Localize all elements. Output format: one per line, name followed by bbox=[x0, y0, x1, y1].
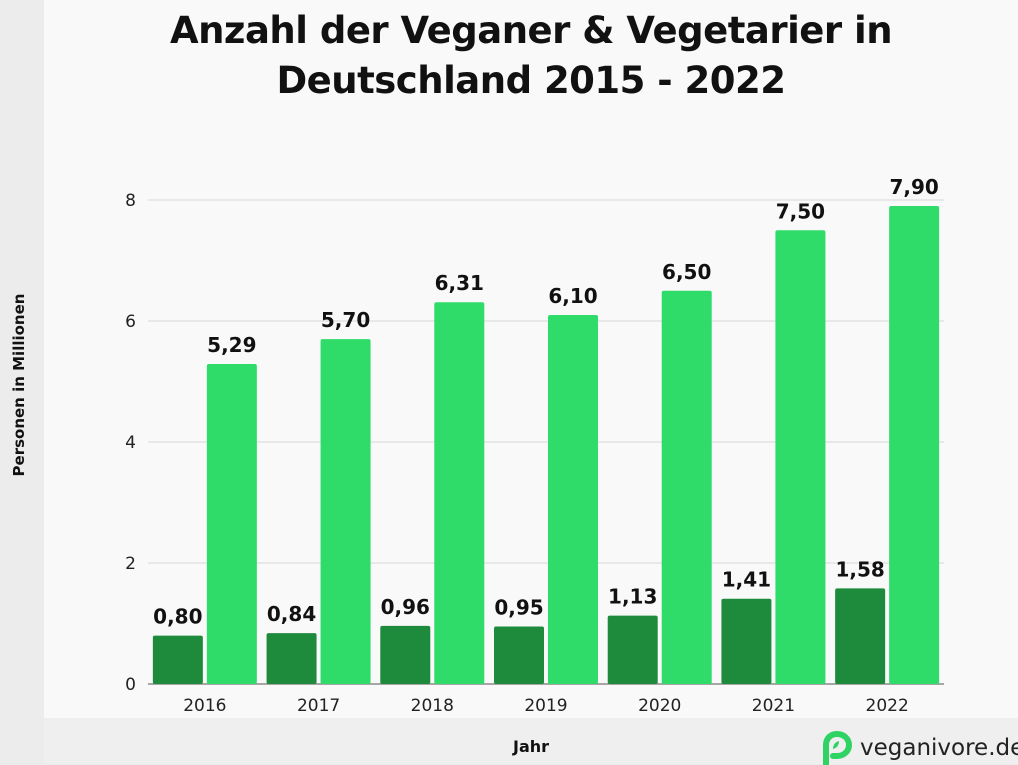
x-tick-label-2018: 2018 bbox=[411, 696, 454, 716]
data-labels: 0,80 5,29 0,84 5,70 0,96 6,31 0,95 6,10 1,13 6,50… bbox=[153, 175, 939, 629]
bar-s1-2022 bbox=[889, 206, 940, 685]
brand-name: veganivore.de bbox=[860, 735, 1018, 761]
bar-s0-2019 bbox=[494, 626, 544, 684]
bar-s0-2022 bbox=[835, 588, 886, 684]
y-tick-label-8: 8 bbox=[125, 191, 136, 211]
bar-s1-2017 bbox=[320, 339, 371, 684]
data-label-s1-2021: 7,50 bbox=[776, 199, 825, 223]
x-tick-label-2017: 2017 bbox=[297, 696, 340, 716]
data-label-s0-2020: 1,13 bbox=[608, 585, 657, 609]
data-label-s0-2021: 1,41 bbox=[722, 568, 771, 592]
data-label-s1-2022: 7,90 bbox=[889, 175, 938, 199]
x-tick-label-2016: 2016 bbox=[183, 696, 226, 716]
bar-s0-2021 bbox=[721, 598, 772, 684]
footer-band bbox=[44, 718, 1018, 764]
chart-title: Anzahl der Veganer & Vegetarier in Deuts… bbox=[44, 6, 1018, 106]
data-label-s0-2019: 0,95 bbox=[494, 596, 543, 620]
bar-s1-2020 bbox=[661, 290, 712, 684]
chart-title-line-2: Deutschland 2015 - 2022 bbox=[276, 59, 786, 102]
x-axis-label: Jahr bbox=[512, 737, 549, 756]
data-label-s1-2016: 5,29 bbox=[207, 333, 256, 357]
bar-s0-2016 bbox=[152, 635, 203, 684]
y-tick-label-2: 2 bbox=[125, 554, 136, 574]
data-label-s1-2019: 6,10 bbox=[548, 284, 597, 308]
x-tick-label-2019: 2019 bbox=[524, 696, 567, 716]
data-label-s0-2022: 1,58 bbox=[835, 557, 884, 581]
bar-s1-2021 bbox=[775, 230, 826, 684]
y-tick-label-4: 4 bbox=[125, 433, 136, 453]
chart-title-line-1: Anzahl der Veganer & Vegetarier in bbox=[169, 9, 893, 52]
bar-s1-2018 bbox=[434, 302, 485, 684]
x-tick-label-2022: 2022 bbox=[866, 696, 909, 716]
y-axis-ticks: 0 2 4 6 8 bbox=[125, 191, 136, 695]
y-axis-label: Personen in Millionen bbox=[10, 294, 28, 477]
x-tick-label-2021: 2021 bbox=[752, 696, 795, 716]
data-label-s0-2016: 0,80 bbox=[153, 605, 202, 629]
bar-s0-2017 bbox=[266, 633, 317, 684]
data-label-s1-2020: 6,50 bbox=[662, 260, 711, 284]
bar-s0-2020 bbox=[607, 615, 658, 684]
bar-s1-2019 bbox=[548, 314, 598, 684]
data-label-s1-2018: 6,31 bbox=[435, 271, 484, 295]
x-axis-ticks: 2016 2017 2018 2019 2020 2021 2022 bbox=[183, 696, 909, 716]
data-label-s0-2018: 0,96 bbox=[381, 595, 430, 619]
bar-s1-2016 bbox=[206, 363, 257, 684]
y-tick-label-6: 6 bbox=[125, 312, 136, 332]
veganivore-logo-icon bbox=[823, 731, 852, 765]
y-tick-label-0: 0 bbox=[125, 675, 136, 695]
x-tick-label-2020: 2020 bbox=[638, 696, 681, 716]
data-label-s1-2017: 5,70 bbox=[321, 308, 370, 332]
data-label-s0-2017: 0,84 bbox=[267, 602, 316, 626]
brand[interactable]: veganivore.de bbox=[822, 731, 1018, 765]
bars bbox=[152, 206, 940, 685]
bar-s0-2018 bbox=[380, 625, 431, 684]
